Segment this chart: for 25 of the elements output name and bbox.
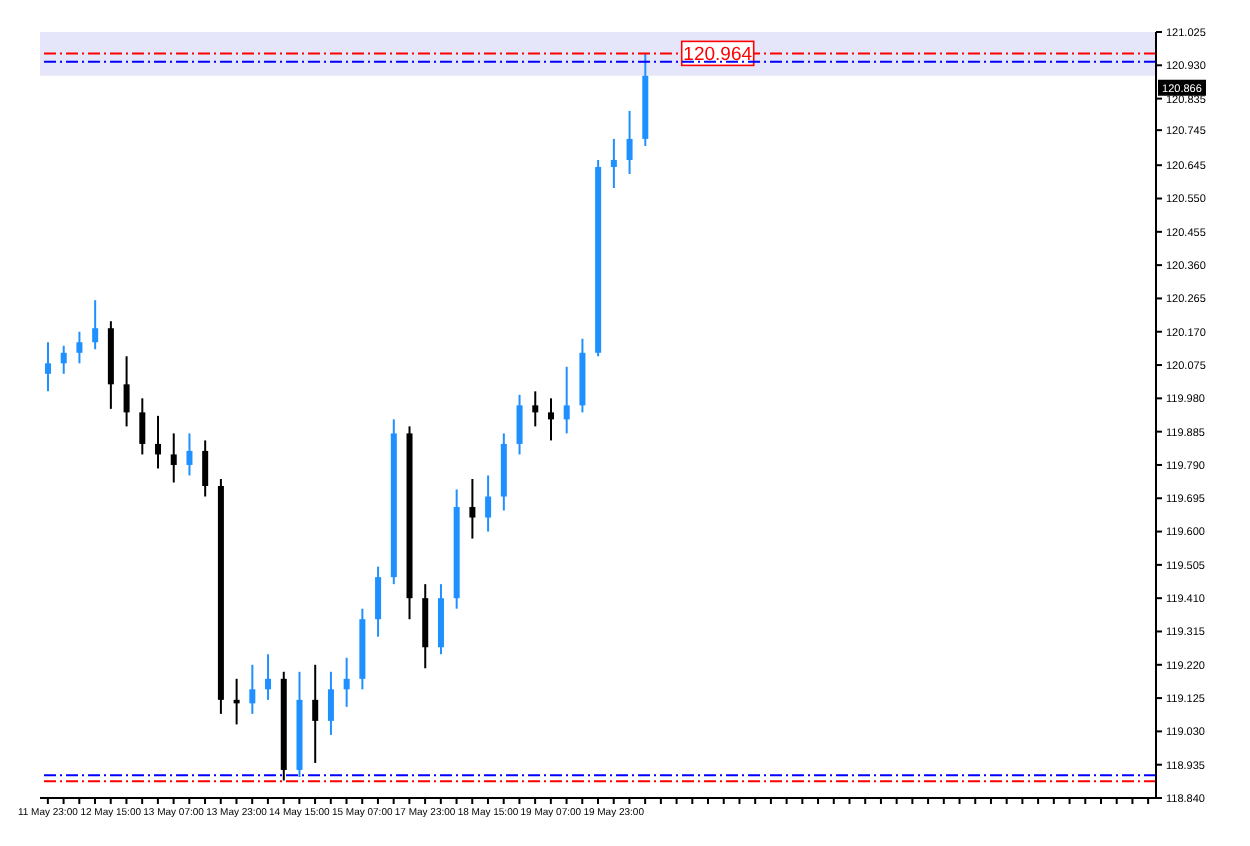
candlestick (375, 565, 382, 638)
candlestick (76, 330, 83, 365)
candlestick (45, 341, 51, 393)
candlestick (626, 109, 633, 175)
candlestick (170, 432, 177, 484)
candlestick (610, 137, 617, 189)
candlestick (92, 299, 99, 351)
candlestick (563, 365, 570, 435)
candlestick (469, 477, 476, 540)
candlestick (139, 397, 146, 456)
candlestick (155, 414, 162, 470)
candlestick (343, 656, 350, 708)
candlestick (123, 355, 130, 428)
candlestick (327, 670, 334, 736)
candlestick (265, 653, 272, 701)
ref-line-label: 120.964 (683, 44, 753, 67)
candlestick (532, 390, 539, 428)
candlestick (249, 663, 256, 715)
candlestick (186, 432, 193, 477)
candlestick (485, 474, 492, 533)
candlestick (60, 344, 67, 375)
candlestick (312, 663, 319, 764)
candlestick (202, 439, 209, 498)
candlestick (516, 393, 523, 456)
candlestick (547, 397, 554, 442)
